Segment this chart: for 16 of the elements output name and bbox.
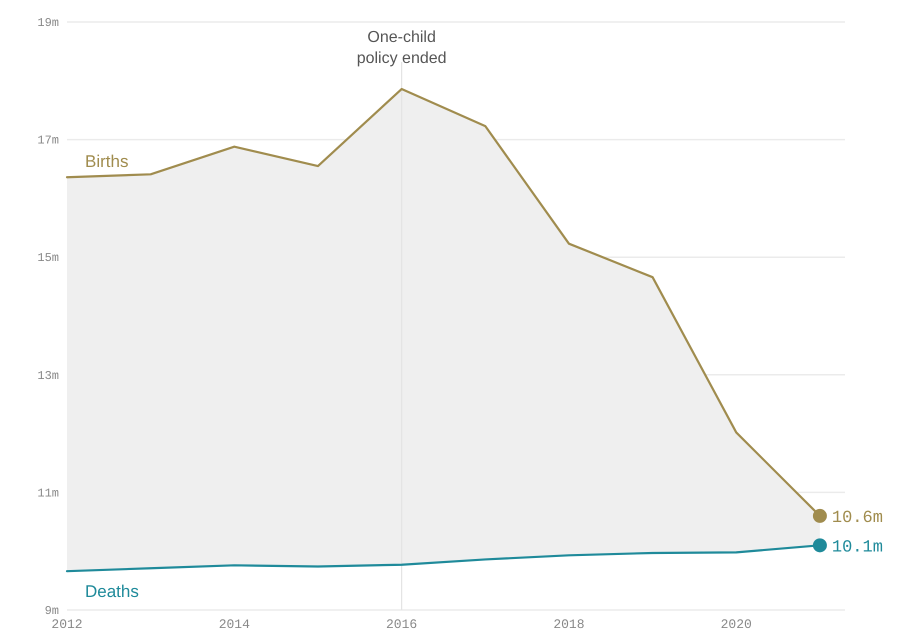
x-tick-label: 2018 [553,617,585,632]
y-tick-label: 17m [37,134,59,148]
x-tick-label: 2012 [51,617,83,632]
data-label: 10.1m [832,538,883,558]
ref-line-label: One-child policy ended [356,29,447,67]
y-tick-label: 9m [44,604,59,618]
y-tick-label: 19m [37,16,59,30]
series-label: Births [85,152,128,172]
y-tick-label: 15m [37,251,59,266]
x-tick-label: 2016 [386,617,418,632]
series-label: Deaths [85,582,139,602]
data-label: 10.6m [832,508,883,528]
x-tick-label: 2014 [218,617,250,632]
y-tick-label: 11m [37,486,59,500]
x-tick-label: 2020 [720,617,752,632]
y-tick-label: 13m [37,368,59,383]
